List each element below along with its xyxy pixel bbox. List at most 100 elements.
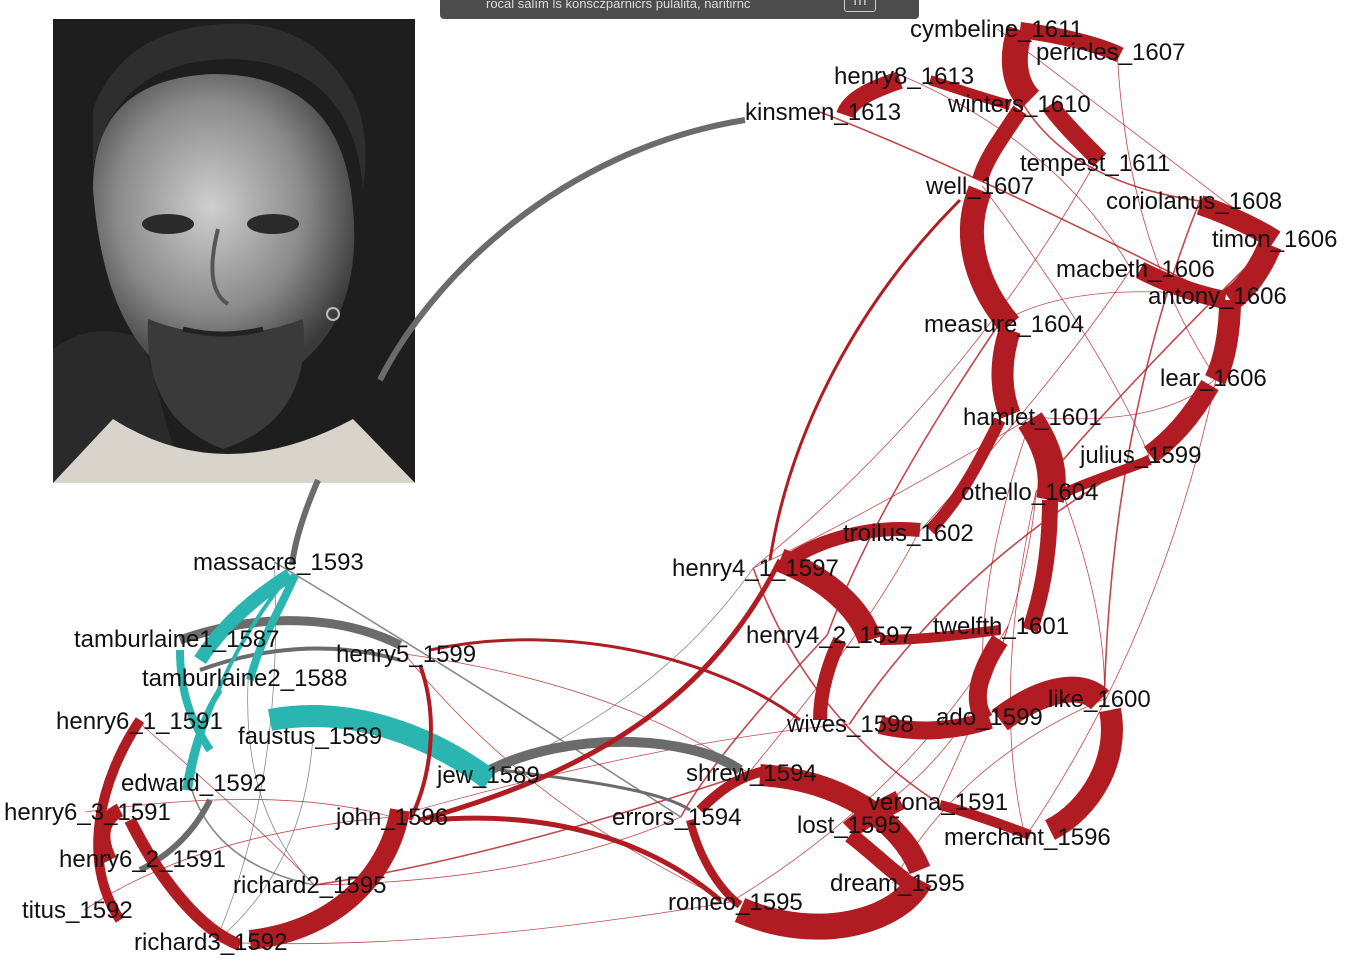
node-henry6-3-1591[interactable]: henry6_3_1591: [4, 799, 171, 826]
edge-lear-julius: [1143, 379, 1219, 463]
node-antony-1606[interactable]: antony_1606: [1148, 283, 1287, 310]
edge-well-measure: [960, 185, 1020, 333]
edge-merchant-verona: [938, 800, 1032, 840]
node-timon-1606[interactable]: timon_1606: [1212, 226, 1337, 253]
node-massacre-1593[interactable]: massacre_1593: [193, 549, 364, 576]
node-like-1600[interactable]: like_1600: [1048, 686, 1151, 713]
shakespeare-portrait: [53, 19, 415, 483]
node-merchant-1596[interactable]: merchant_1596: [944, 824, 1111, 851]
edge-faustus-jew: [267, 705, 497, 789]
edge-jew-errors: [499, 768, 691, 812]
edge-hamlet-othello: [1018, 412, 1066, 503]
node-john-1596[interactable]: john_1596: [335, 804, 448, 831]
edge-lost-dream: [845, 828, 910, 887]
edge-faustus_1589-richard3_1592: [214, 735, 314, 943]
edge-julius-othello: [1057, 455, 1152, 500]
edge-richard2-richard3: [248, 808, 410, 950]
node-measure-1604[interactable]: measure_1604: [924, 311, 1084, 338]
node-troilus-1602[interactable]: troilus_1602: [843, 520, 974, 547]
node-henry6-2-1591[interactable]: henry6_2_1591: [59, 846, 226, 873]
edge-troilus-henry4-1: [786, 522, 921, 566]
node-kinsmen-1613[interactable]: kinsmen_1613: [745, 99, 901, 126]
node-verona-1591[interactable]: verona_1591: [868, 789, 1008, 816]
edge-pericles_1607-lear_1606: [1116, 51, 1217, 379]
edge-wives-henry4-2: [813, 636, 847, 721]
edge-henry6-2-henry6-3: [96, 803, 124, 864]
edge-jew-shrew: [487, 736, 743, 775]
node-tamburlaine2-1588[interactable]: tamburlaine2_1588: [142, 665, 348, 692]
edge-titus_1592-john_1596: [84, 816, 393, 911]
edge-like-merchant: [1044, 707, 1123, 840]
edge-errors-shrew: [696, 765, 771, 814]
edge-henry5-john: [408, 664, 433, 821]
edge-cymbeline-pericles: [1019, 22, 1124, 63]
edge-merchant_1596-lear_1606: [1024, 377, 1217, 838]
node-henry5-1599[interactable]: henry5_1599: [336, 641, 476, 668]
edge-othello-twelfth: [1022, 499, 1058, 633]
node-tamburlaine1-1587[interactable]: tamburlaine1_1587: [74, 626, 280, 653]
edge-massacre-edward: [188, 578, 287, 791]
edge-henry6_1_1591-richard2_1595: [136, 720, 315, 886]
edge-henry4-2-twelfth: [879, 625, 1001, 645]
node-hamlet-1601[interactable]: hamlet_1601: [963, 404, 1102, 431]
node-henry4-1-1597[interactable]: henry4_1_1597: [672, 555, 839, 582]
top-banner: rocal salím ls konsczparnicrs pulalita, …: [440, 0, 919, 19]
node-jew-1589[interactable]: jew_1589: [436, 762, 540, 789]
edge-henry5_1599-romeo_1595: [404, 653, 731, 903]
edge-verona-lost: [842, 791, 905, 838]
node-richard2-1595[interactable]: richard2_1595: [233, 872, 386, 899]
edge-wives-ado: [877, 711, 993, 740]
edge-henry6-3-richard3: [124, 817, 243, 951]
node-winters-1610[interactable]: winters_1610: [947, 91, 1091, 118]
node-titus-1592[interactable]: titus_1592: [22, 897, 133, 924]
node-lost-1595[interactable]: lost_1595: [797, 812, 901, 839]
node-macbeth-1606[interactable]: macbeth_1606: [1056, 256, 1215, 283]
edge-merchant_1596-othello_1604: [1009, 491, 1037, 838]
node-tempest-1611[interactable]: tempest_1611: [1020, 150, 1170, 177]
node-cymbeline-1611[interactable]: cymbeline_1611: [910, 16, 1083, 43]
node-othello-1604[interactable]: othello_1604: [961, 479, 1098, 506]
edge-edward-henry6: [138, 798, 213, 873]
edge-edward_1592-richard2_1595: [188, 782, 315, 886]
edge-john-romeo: [429, 815, 722, 902]
node-errors-1594[interactable]: errors_1594: [612, 804, 741, 831]
node-pericles-1607[interactable]: pericles_1607: [1036, 39, 1185, 66]
edge-timon-antony: [1222, 240, 1282, 310]
edge-errors-romeo: [686, 819, 743, 909]
banner-button[interactable]: ıTı: [844, 0, 876, 12]
edge-kinsmen-massacre: [377, 117, 746, 382]
node-henry8-1613[interactable]: henry8_1613: [834, 63, 974, 90]
edge-coriolanus-timon: [1196, 195, 1281, 249]
node-dream-1595[interactable]: dream_1595: [830, 870, 965, 897]
node-well-1607[interactable]: well_1607: [925, 173, 1034, 200]
node-lear-1606[interactable]: lear_1606: [1160, 365, 1267, 392]
edge-measure-hamlet: [991, 326, 1021, 420]
node-julius-1599[interactable]: julius_1599: [1079, 442, 1201, 469]
edge-henry4-1-measure: [768, 198, 962, 561]
edge-tamb1-faustus: [176, 649, 214, 753]
node-ado-1599[interactable]: ado_1599: [936, 704, 1043, 731]
node-wives-1598[interactable]: wives_1598: [786, 711, 914, 738]
edge-massacre-tamb1: [194, 569, 294, 664]
node-edward-1592[interactable]: edward_1592: [121, 770, 266, 797]
node-henry4-2-1597[interactable]: henry4_2_1597: [746, 622, 913, 649]
node-twelfth-1601[interactable]: twelfth_1601: [933, 613, 1069, 640]
node-shrew-1594[interactable]: shrew_1594: [686, 760, 817, 787]
edge-wives_1598-julius_1599: [848, 454, 1150, 725]
edge-ado-like: [992, 676, 1110, 731]
edge-portrait-massacre: [289, 478, 321, 566]
edge-tempest-winters: [1042, 99, 1107, 167]
edge-henry5-wives: [429, 638, 801, 722]
edge-massacre_1593-errors_1594: [273, 561, 682, 818]
node-romeo-1595[interactable]: romeo_1595: [668, 889, 803, 916]
edge-john_1596-wives_1598: [392, 723, 850, 818]
thick-edges: [93, 22, 1282, 951]
node-faustus-1589[interactable]: faustus_1589: [238, 723, 382, 750]
edge-hamlet-troilus: [925, 417, 1006, 535]
node-coriolanus-1608[interactable]: coriolanus_1608: [1106, 188, 1282, 215]
edge-like_1600-coriolanus_1608: [1103, 200, 1201, 700]
node-henry6-1-1591[interactable]: henry6_1_1591: [56, 708, 223, 735]
node-richard3-1592[interactable]: richard3_1592: [134, 929, 287, 956]
edge-shrew_1594-troilus_1602: [748, 532, 919, 774]
